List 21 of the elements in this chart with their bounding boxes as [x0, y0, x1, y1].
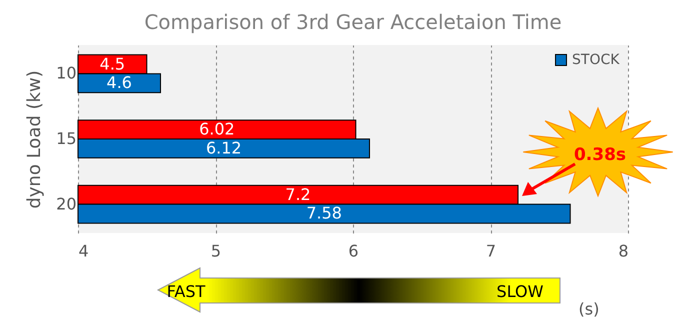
x-axis-title: (s): [578, 300, 600, 318]
text: SLOW: [496, 282, 544, 301]
annotation: 0.38s: [574, 145, 626, 165]
data-label: 6.12: [206, 138, 242, 158]
data-label: 4.5: [100, 54, 126, 74]
chart-title: Comparison of 3rd Gear Acceletaion Time: [144, 10, 562, 34]
data-label: 7.58: [306, 204, 342, 223]
y-tick-label: 15: [56, 129, 76, 148]
y-tick-label: 10: [56, 64, 76, 83]
text: FAST: [166, 282, 206, 301]
x-tick-label: 6: [348, 242, 359, 260]
x-tick-label: 8: [618, 242, 628, 260]
x-tick-label: 7: [486, 242, 496, 260]
x-tick-label: 4: [78, 242, 89, 260]
data-label: 7.2: [285, 184, 311, 204]
data-label: 4.6: [106, 73, 132, 92]
y-tick-label: 20: [56, 194, 76, 214]
legend-label: STOCK: [572, 52, 620, 68]
y-axis-title: dyno Load (kw): [24, 70, 46, 209]
data-label: 6.02: [199, 120, 235, 139]
x-tick-label: 5: [210, 242, 222, 260]
